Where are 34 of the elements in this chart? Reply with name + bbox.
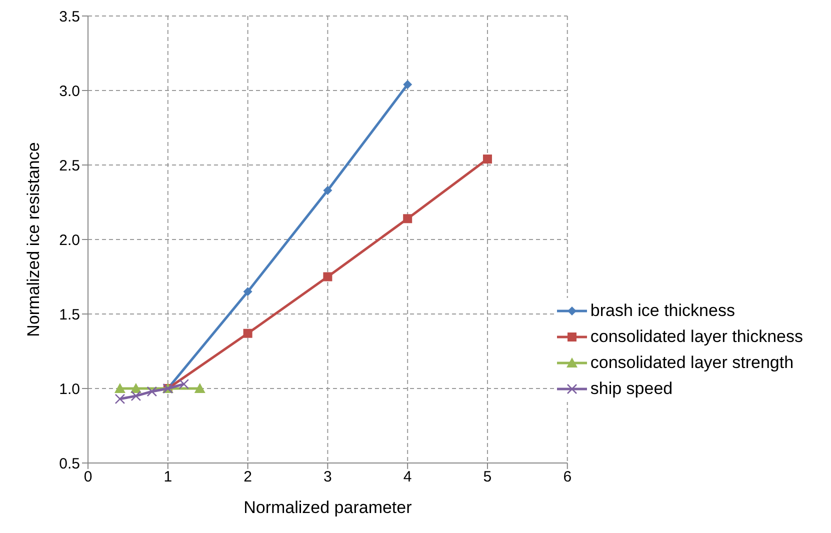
point [403, 80, 412, 90]
x-tick-label: 2 [244, 468, 252, 486]
x-tick-label: 1 [164, 468, 172, 486]
x-axis-title: Normalized parameter [244, 498, 412, 518]
y-axis-title: Normalized ice resistance [24, 142, 44, 337]
point [146, 386, 158, 397]
y-tick-label: 2.5 [59, 157, 80, 174]
point [178, 378, 190, 390]
y-tick-label: 3.0 [59, 82, 80, 100]
point [114, 394, 126, 404]
x-tick-label: 3 [324, 468, 332, 486]
point [243, 287, 252, 296]
point [114, 383, 126, 393]
y-tick-label: 1.5 [59, 306, 80, 324]
x-tick-label: 6 [563, 468, 572, 486]
point [130, 383, 142, 393]
point [403, 214, 412, 224]
legend-label: ship speed [590, 378, 673, 400]
point [323, 186, 332, 195]
x-tick-label: 4 [403, 468, 412, 486]
x-tick-label: 0 [84, 468, 92, 486]
x-tick-label: 5 [483, 468, 492, 486]
y-tick-label: 3.5 [59, 8, 80, 26]
y-tick-label: 2.0 [59, 232, 80, 249]
point [243, 328, 252, 338]
point [194, 383, 206, 393]
point [323, 272, 332, 282]
point [482, 154, 492, 164]
legend-label: consolidated layer thickness [590, 326, 803, 348]
legend-label: brash ice thickness [590, 300, 735, 322]
point [130, 390, 142, 402]
legend-label: consolidated layer strength [590, 352, 794, 374]
y-tick-label: 0.5 [59, 455, 80, 472]
y-tick-label: 1.0 [59, 380, 80, 398]
